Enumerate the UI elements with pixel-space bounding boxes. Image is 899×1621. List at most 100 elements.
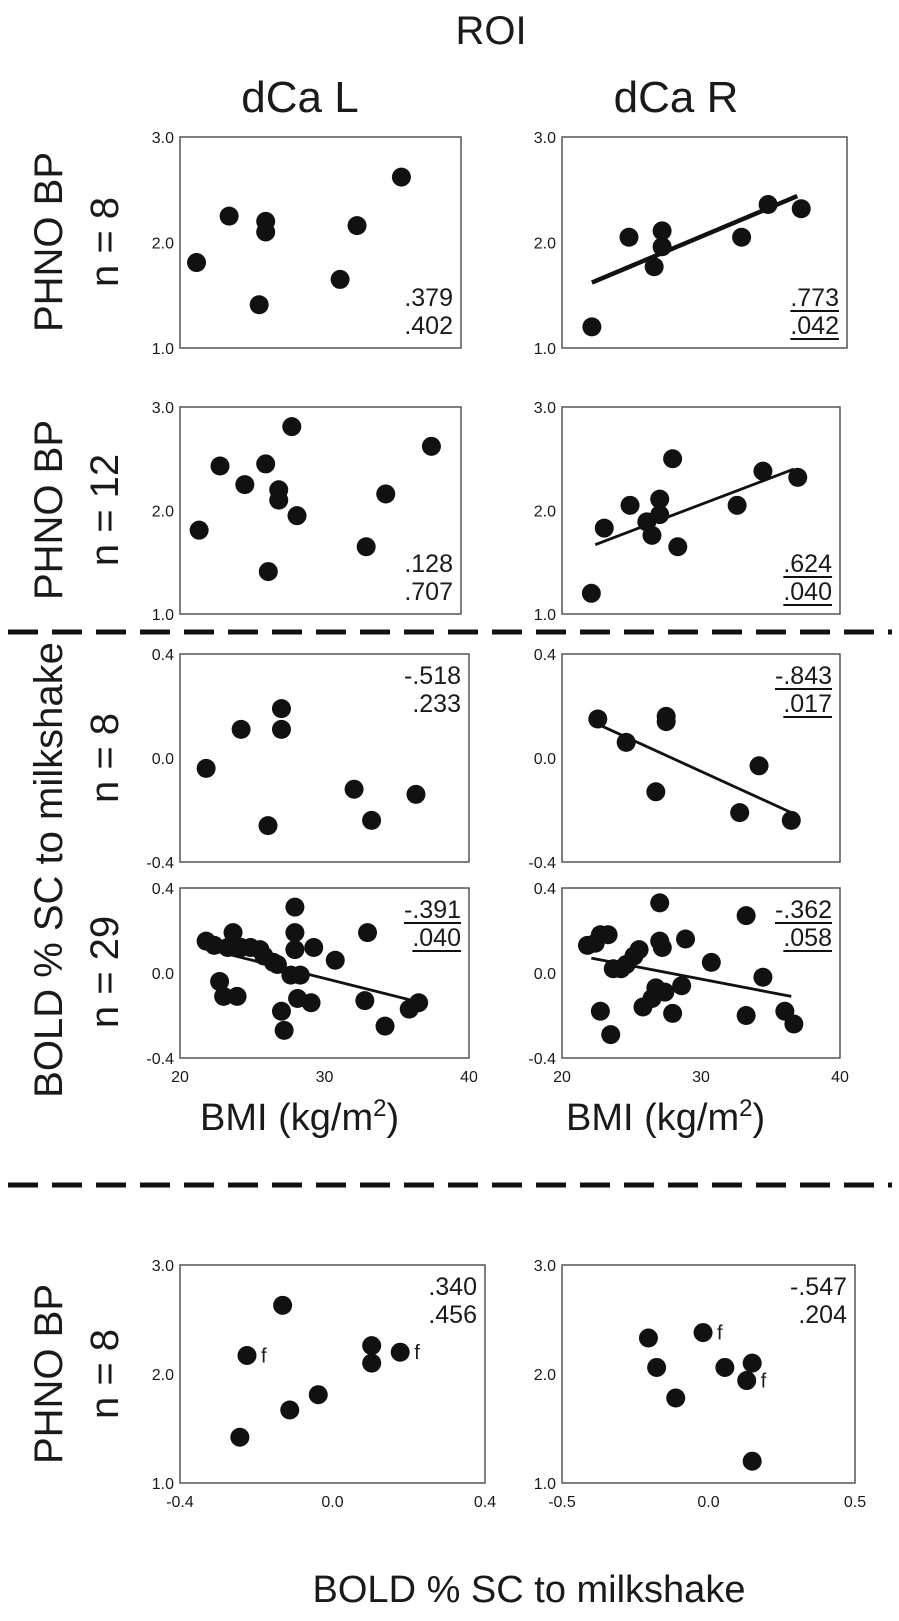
y-tick-label: -0.4 bbox=[146, 855, 174, 872]
data-point-2 bbox=[647, 1357, 667, 1377]
x-tick-label: 0.5 bbox=[844, 1494, 866, 1511]
figure-title: ROI bbox=[455, 9, 526, 53]
x-tick-label: -0.5 bbox=[548, 1494, 576, 1511]
bottom-axis-label: BOLD % SC to milkshake bbox=[313, 1569, 746, 1611]
data-point-3 bbox=[210, 972, 230, 991]
data-point-25 bbox=[753, 967, 773, 987]
panel-frame bbox=[179, 887, 470, 1059]
data-point-4 bbox=[271, 699, 291, 719]
x-tick-label: 40 bbox=[460, 1069, 478, 1086]
data-point-11 bbox=[376, 484, 396, 504]
x-tick-label: 20 bbox=[553, 1069, 571, 1086]
data-point-21 bbox=[676, 929, 696, 949]
data-point-1 bbox=[638, 1328, 658, 1348]
point-flag-label: f bbox=[414, 1342, 420, 1364]
panel-frame bbox=[561, 136, 848, 349]
data-point-6 bbox=[730, 803, 750, 823]
data-point-27 bbox=[375, 1016, 395, 1036]
data-point-6 bbox=[732, 227, 752, 247]
data-point-7 bbox=[269, 490, 289, 510]
point-flag-label: f bbox=[761, 1371, 767, 1393]
x-tick-label: 30 bbox=[692, 1069, 710, 1086]
x-tick-label: 30 bbox=[316, 1069, 334, 1086]
data-point-5 bbox=[656, 712, 676, 732]
stat-r-value: -.391 bbox=[404, 896, 461, 924]
data-point-8 bbox=[781, 810, 801, 830]
data-point-2 bbox=[619, 227, 639, 247]
panel-frame bbox=[179, 1264, 486, 1484]
scatter-panel-r3-right: 0.4 0.0 -0.4 -.843.017 bbox=[528, 647, 841, 872]
scatter-panel-r1-left: 3.0 2.0 1.0 .379.402 bbox=[152, 130, 462, 358]
y-tick-label: -0.4 bbox=[528, 855, 556, 872]
stat-p-value: .040 bbox=[412, 924, 461, 952]
scatter-panel-r5-left: 3.0 2.0 1.0-0.4 0.0 0.4 f f .340.456 bbox=[152, 1258, 496, 1511]
data-point-4 bbox=[280, 1400, 300, 1420]
data-point-7 bbox=[362, 1353, 382, 1373]
data-point-11 bbox=[753, 461, 773, 481]
scatter-panel-r2-right: 3.0 2.0 1.0 .624.040 bbox=[534, 400, 841, 624]
data-point-8 bbox=[742, 1451, 762, 1471]
data-point-6 bbox=[344, 779, 364, 799]
data-point-24 bbox=[736, 906, 756, 926]
data-point-6 bbox=[650, 505, 670, 525]
y-tick-label: 1.0 bbox=[152, 607, 174, 624]
data-point-2 bbox=[237, 1345, 257, 1365]
data-point-3 bbox=[249, 295, 269, 315]
panel-frame bbox=[179, 406, 462, 615]
scatter-panel-r3-left: 0.4 0.0 -0.4 -.518.233 bbox=[146, 647, 470, 872]
x-tick-label: 0.4 bbox=[474, 1494, 496, 1511]
data-point-19 bbox=[285, 897, 305, 917]
stat-p-value: .707 bbox=[404, 578, 453, 606]
y-tick-label: 0.4 bbox=[534, 647, 556, 664]
data-point-12 bbox=[421, 436, 441, 456]
data-point-4 bbox=[256, 454, 276, 474]
data-point-17 bbox=[652, 938, 672, 957]
row-labels: PHNO BP n = 8 PHNO BP n = 12 n = 8 n = 29 PHNO… bbox=[27, 152, 127, 1464]
data-point-6 bbox=[330, 269, 350, 289]
data-point-1 bbox=[581, 583, 601, 603]
stat-p-value: .233 bbox=[412, 690, 461, 718]
panel-frame bbox=[561, 887, 841, 1059]
y-tick-label: 1.0 bbox=[152, 1476, 174, 1493]
data-point-3 bbox=[644, 257, 664, 277]
row-ylabel-phno-bp: PHNO BP bbox=[27, 1284, 71, 1464]
data-point-5 bbox=[715, 1357, 735, 1377]
panel-frame bbox=[179, 653, 470, 863]
data-point-11 bbox=[629, 940, 649, 960]
y-tick-label: 3.0 bbox=[152, 130, 174, 147]
x-tick-label: 40 bbox=[831, 1069, 849, 1086]
data-point-1 bbox=[187, 253, 207, 273]
data-point-1 bbox=[582, 317, 602, 337]
data-point-19 bbox=[663, 1003, 683, 1023]
data-point-5 bbox=[308, 1385, 328, 1405]
x-tick-label: 0.0 bbox=[697, 1494, 719, 1511]
data-point-8 bbox=[390, 1342, 410, 1362]
data-point-1 bbox=[196, 758, 216, 778]
data-point-23 bbox=[304, 938, 324, 957]
scatter-panels: 3.0 2.0 1.0 .379.402 3.0 2.0 1.0 .773.042 3.0 2.0… bbox=[146, 130, 866, 1511]
stat-p-value: .204 bbox=[798, 1301, 847, 1329]
y-tick-label: 2.0 bbox=[534, 504, 556, 521]
y-tick-label: 0.4 bbox=[152, 647, 174, 664]
data-point-6 bbox=[601, 1025, 621, 1045]
data-point-18 bbox=[285, 940, 305, 960]
stat-p-value: .017 bbox=[783, 690, 832, 718]
stat-r-value: .128 bbox=[404, 550, 453, 578]
panel-frame bbox=[179, 136, 462, 349]
y-tick-label: 0.0 bbox=[534, 966, 556, 983]
y-tick-label: 0.0 bbox=[534, 751, 556, 768]
data-point-5 bbox=[598, 925, 618, 945]
data-point-10 bbox=[727, 495, 747, 515]
section-separators bbox=[8, 629, 892, 1188]
data-point-25 bbox=[355, 991, 375, 1011]
stat-p-value: .042 bbox=[790, 312, 839, 340]
y-tick-label: 2.0 bbox=[534, 236, 556, 253]
data-point-3 bbox=[646, 782, 666, 802]
data-point-8 bbox=[282, 417, 302, 437]
point-flag-label: f bbox=[261, 1345, 267, 1367]
data-point-8 bbox=[406, 784, 426, 804]
data-point-24 bbox=[325, 950, 345, 970]
data-point-2 bbox=[594, 518, 614, 538]
column-header-right: dCa R bbox=[614, 73, 739, 122]
